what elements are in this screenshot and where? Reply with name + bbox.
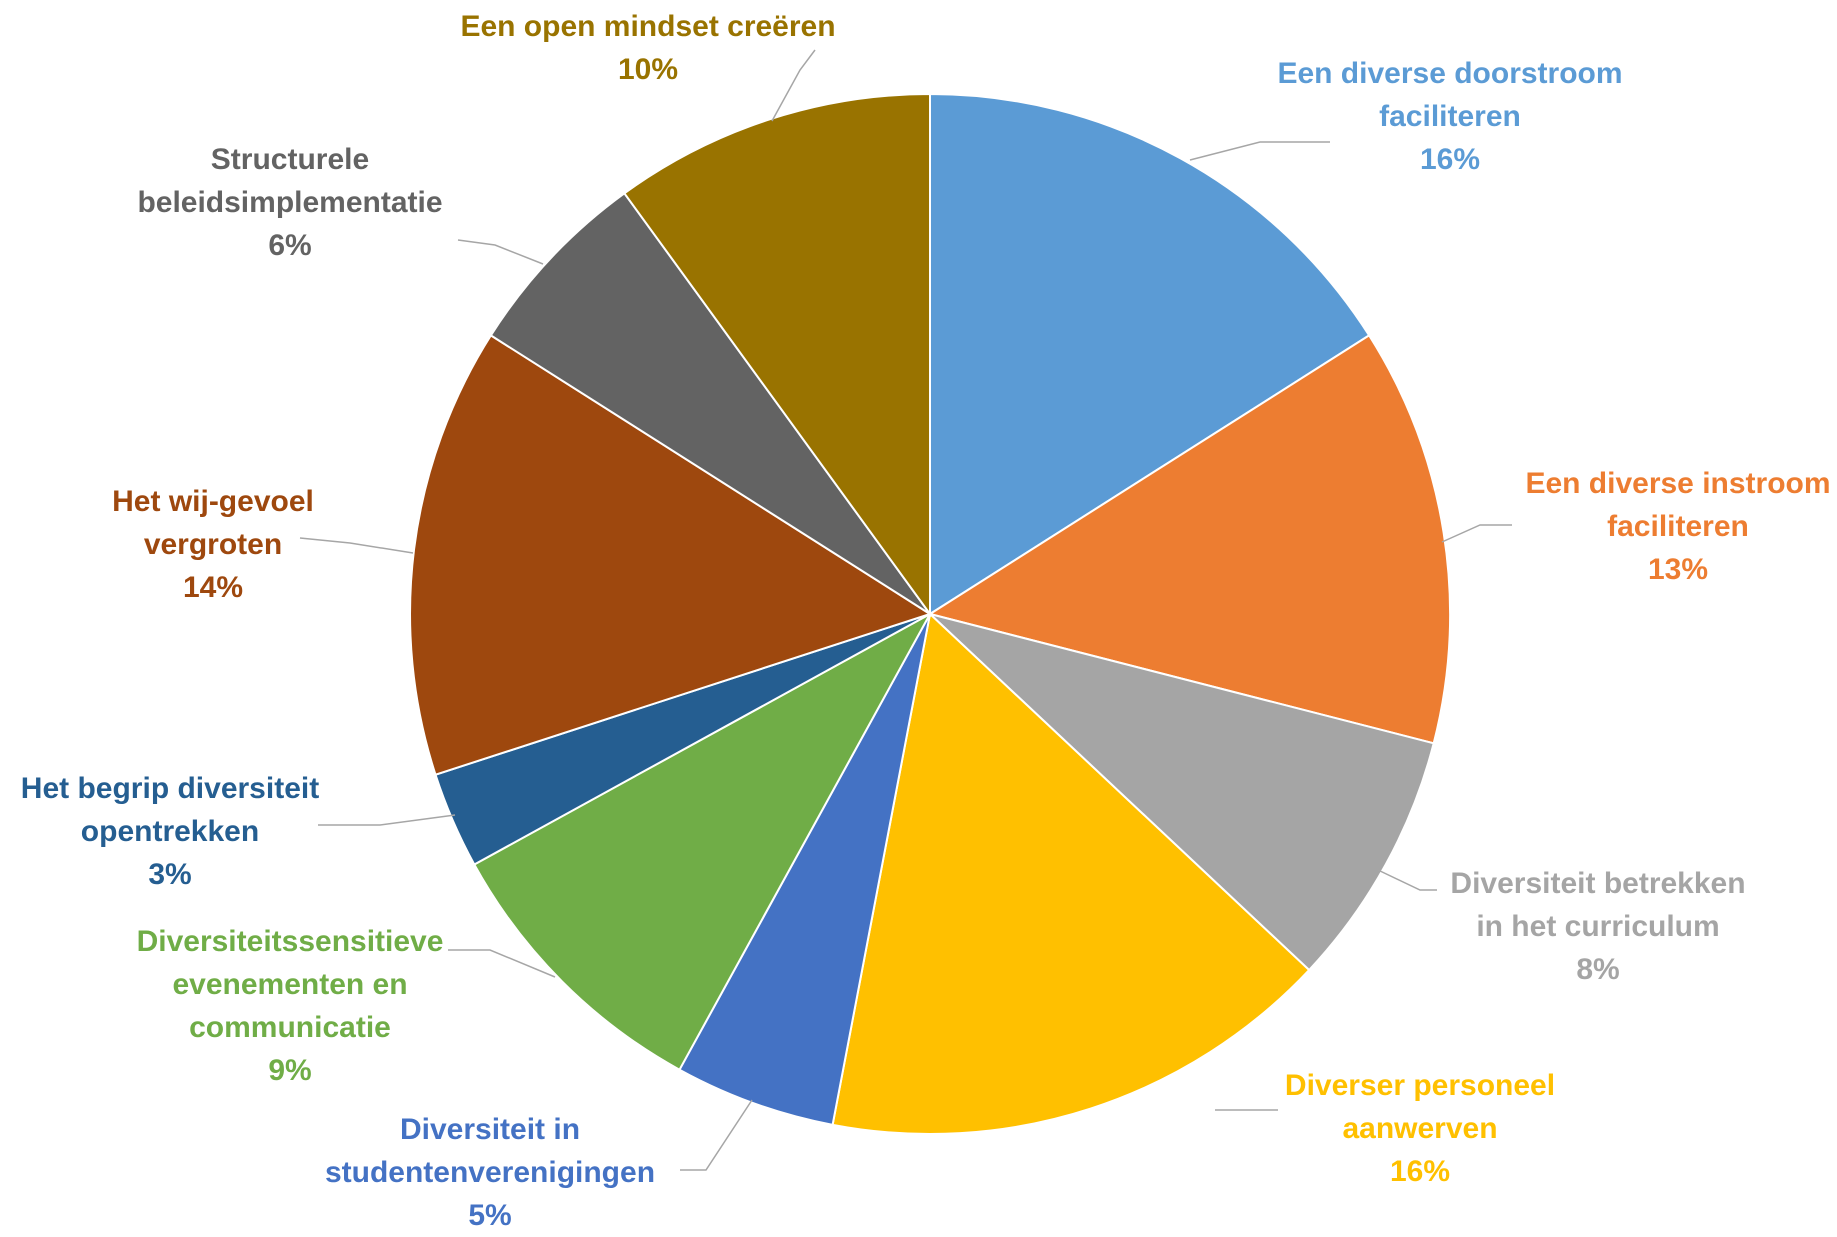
- pie-slice-9: [623, 92, 931, 618]
- slice-percent: 6%: [268, 229, 312, 262]
- slice-label-9: Een open mindset creëren 10%: [398, 5, 898, 91]
- pie-slice-7: [409, 334, 933, 776]
- slice-label-6: Het begrip diversiteit opentrekken 3%: [0, 767, 420, 896]
- slice-label-8: Structurele beleidsimplementatie 6%: [40, 138, 540, 267]
- slice-label-0: Een diverse doorstroom faciliteren 16%: [1200, 52, 1700, 181]
- pie-slice-3: [831, 612, 1311, 1135]
- slice-label-1: Een diverse instroom faciliteren 13%: [1428, 462, 1837, 591]
- leader-line-2: [1377, 869, 1437, 891]
- slice-percent: 13%: [1647, 553, 1709, 586]
- slice-label-text: Een diverse doorstroom: [1277, 57, 1623, 90]
- pie-slice-4: [678, 613, 931, 1126]
- slice-label-text: vergroten: [143, 528, 283, 561]
- slice-label-7: Het wij-gevoel vergroten 14%: [0, 480, 463, 609]
- slice-percent: 16%: [1419, 143, 1481, 176]
- leader-line-9: [771, 49, 816, 122]
- slice-label-5: Diversiteitssensitieve evenementen en comm…: [40, 920, 540, 1092]
- pie-slice-1: [927, 334, 1452, 745]
- leader-line-7: [299, 537, 414, 554]
- pie-slices: [409, 92, 1452, 1135]
- pie-slice-5: [472, 611, 933, 1072]
- leader-line-0: [1189, 141, 1330, 161]
- slice-label-text: Een open mindset creëren: [460, 10, 836, 43]
- leader-line-8: [457, 239, 544, 265]
- slice-label-text: aanwerven: [1342, 1112, 1498, 1145]
- leader-line-1: [1441, 524, 1512, 543]
- slice-label-text: Diversiteit betrekken: [1450, 867, 1746, 900]
- slice-label-text: communicatie: [189, 1011, 391, 1044]
- slice-label-text: Het begrip diversiteit: [20, 772, 320, 805]
- slice-label-text: Diversiteitssensitieve: [136, 925, 444, 958]
- slice-percent: 5%: [468, 1199, 512, 1232]
- leader-line-6: [318, 814, 456, 826]
- pie-slice-8: [489, 191, 931, 615]
- slice-label-text: Diverser personeel: [1284, 1069, 1556, 1102]
- slice-percent: 3%: [148, 858, 192, 891]
- leader-line-5: [448, 949, 556, 978]
- pie-slice-2: [929, 613, 1435, 972]
- slice-label-2: Diversiteit betrekken in het curriculum 8%: [1348, 862, 1837, 991]
- slice-label-text: beleidsimplementatie: [137, 186, 443, 219]
- leader-lines: [299, 49, 1512, 1171]
- slice-label-4: Diversiteit in studentenverenigingen 5%: [240, 1108, 740, 1237]
- pie-slice-0: [929, 92, 1371, 616]
- slice-label-text: evenementen en: [172, 968, 408, 1001]
- slice-label-text: Structurele: [210, 143, 370, 176]
- slice-label-text: in het curriculum: [1476, 910, 1720, 943]
- slice-label-text: studentenverenigingen: [324, 1156, 656, 1189]
- slice-label-text: faciliteren: [1607, 510, 1749, 543]
- slice-percent: 16%: [1389, 1155, 1451, 1188]
- slice-label-3: Diverser personeel aanwerven 16%: [1170, 1064, 1670, 1193]
- slice-label-text: Diversiteit in: [399, 1113, 581, 1146]
- slice-percent: 8%: [1576, 953, 1620, 986]
- slice-percent: 14%: [182, 571, 244, 604]
- slice-label-text: opentrekken: [80, 815, 260, 848]
- slice-percent: 10%: [617, 53, 679, 86]
- slice-label-text: Een diverse instroom: [1525, 467, 1831, 500]
- slice-label-text: Het wij-gevoel: [112, 485, 314, 518]
- slice-label-text: faciliteren: [1379, 100, 1521, 133]
- leader-line-4: [680, 1099, 753, 1171]
- slice-percent: 9%: [268, 1054, 312, 1087]
